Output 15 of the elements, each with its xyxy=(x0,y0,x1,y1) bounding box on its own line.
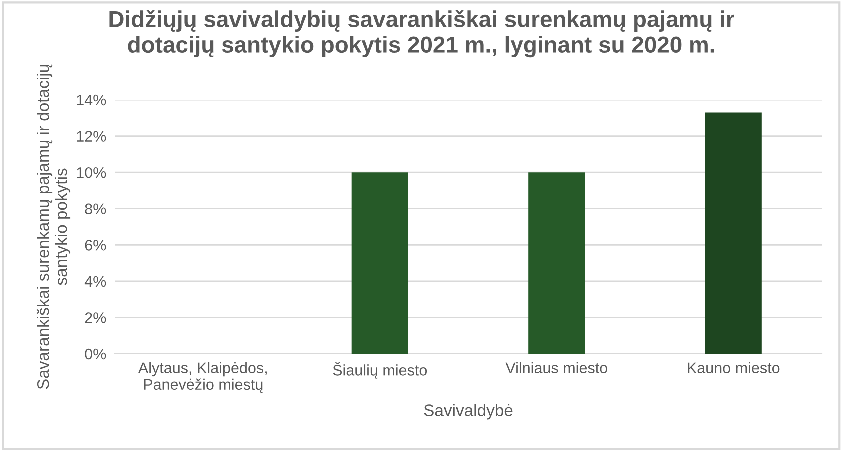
x-tick-label: Alytaus, Klaipėdos, Panevėžio miestų xyxy=(138,362,267,394)
y-tick-label: 10% xyxy=(77,167,106,178)
y-tick-label: 2% xyxy=(85,312,106,324)
y-tick-label: 8% xyxy=(85,204,106,215)
x-axis-title: Savivaldybė xyxy=(424,404,513,420)
y-tick-label: 6% xyxy=(85,240,106,251)
y-tick-label: 0% xyxy=(85,348,106,360)
chart-title: Didžiųjų savivaldybių savarankiškai surenkamų pajamų ir dotacijų santykio pokytis 2021 m., lyginant su 2020 m. xyxy=(110,10,734,58)
y-tick-label: 14% xyxy=(77,94,106,106)
x-tick-label: Šiaulių miesto xyxy=(333,362,428,379)
y-tick-label: 4% xyxy=(84,276,106,288)
x-tick-label: Vilniaus miesto xyxy=(506,362,608,374)
x-tick-label: Kauno miesto xyxy=(688,362,780,374)
y-axis-title: Savarankiškai surenkamų pajamų ir dotacijų santykio pokytis xyxy=(36,64,71,390)
y-tick-label: 12% xyxy=(77,131,106,142)
